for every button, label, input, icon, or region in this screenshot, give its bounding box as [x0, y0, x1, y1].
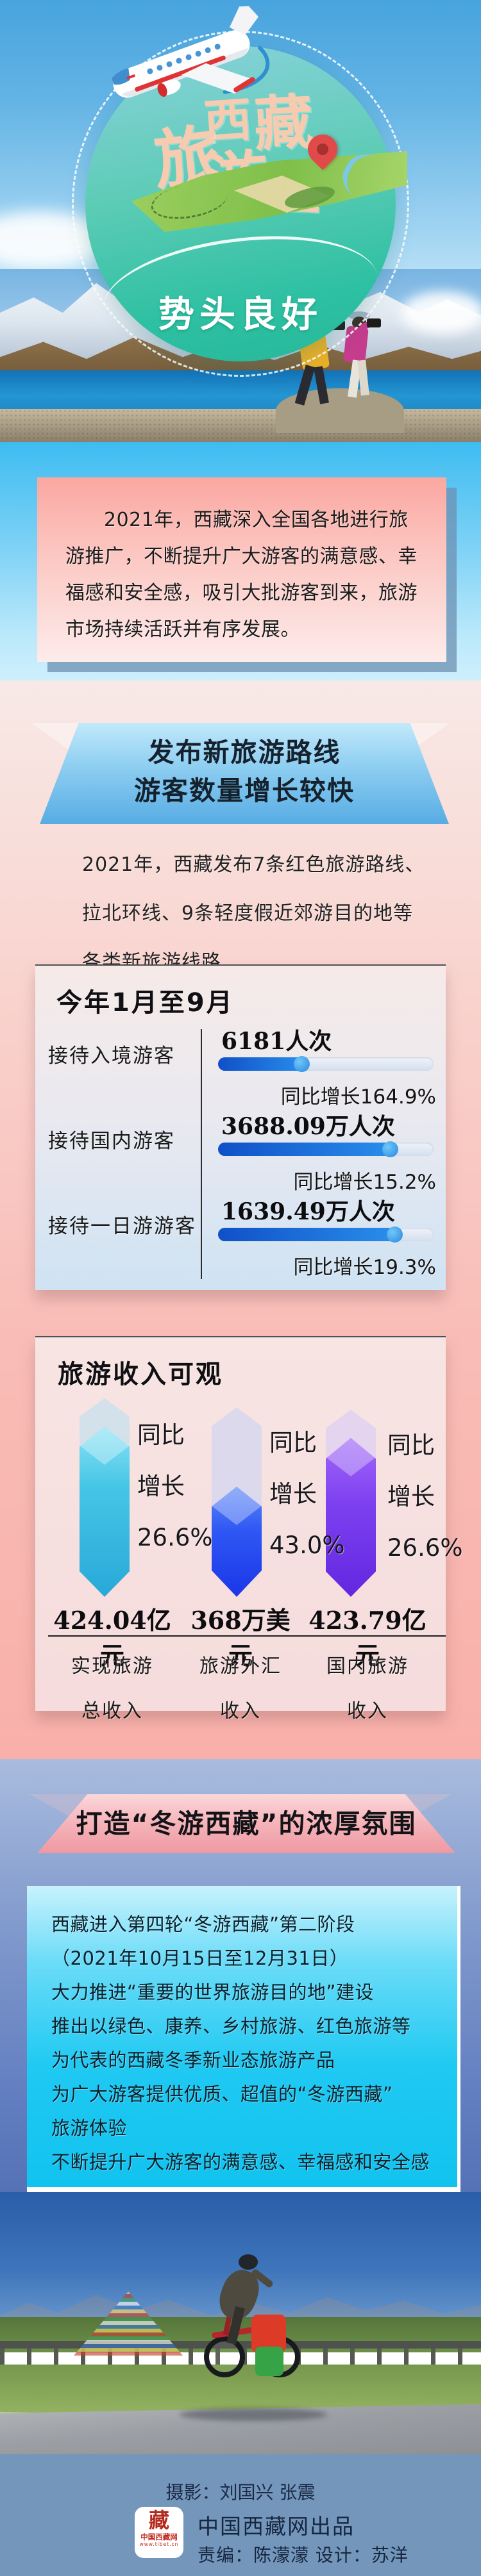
- revenue-bar-cyan: [80, 1426, 130, 1597]
- stats-divider: [201, 1029, 202, 1279]
- cloud-right: [401, 292, 481, 334]
- editor-credits: 责编：陈濛濛 设计：苏洋: [198, 2545, 409, 2566]
- revenue-label-line: 实现旅游: [71, 1655, 153, 1678]
- tibet-net-logo: 藏 中国西藏网 www.tibet.cn: [135, 2507, 183, 2558]
- stat-row-label: 接待国内游客: [48, 1130, 175, 1153]
- growth-line: 同比: [269, 1429, 317, 1457]
- gravel-shore: [0, 409, 481, 442]
- growth-line: 同比: [387, 1432, 435, 1459]
- photo2-road: [0, 2404, 481, 2454]
- growth-line: 增长: [137, 1473, 185, 1500]
- hero-subtitle: 势头良好: [158, 294, 323, 336]
- revenue-growth-block: 同比 增长 43.0%: [269, 1417, 372, 1571]
- logo-url: www.tibet.cn: [139, 2541, 179, 2547]
- revenue-label: 旅游外汇 收入: [186, 1644, 295, 1734]
- revenue-value: 424.04亿元: [53, 1606, 171, 1670]
- airplane-icon: [112, 3, 270, 98]
- stats-card-title: 今年1月至9月: [56, 988, 234, 1018]
- photo-credit: 摄影：刘国兴 张震: [165, 2482, 316, 2503]
- revenue-bar-blue: [212, 1487, 262, 1597]
- bicycle-wheel: [204, 2336, 245, 2377]
- progress-track: [218, 1056, 434, 1072]
- winter-line: 推出以绿色、康养、乡村旅游、红色旅游等: [51, 2015, 411, 2037]
- winter-line: （2021年10月15日至12月31日）: [51, 1947, 349, 1969]
- progress-track: [218, 1226, 434, 1243]
- intro-card: 2021年，西藏深入全国各地进行旅游推广，不断提升广大游客的满意感、幸福感和安全…: [37, 477, 446, 662]
- revenue-divider-line: [48, 1635, 446, 1637]
- winter-line: 西藏进入第四轮“冬游西藏”第二阶段: [51, 1913, 355, 1935]
- growth-percent: 26.6%: [137, 1524, 213, 1551]
- logo-name: 中国西藏网: [140, 2532, 178, 2541]
- revenue-value: 368万美元: [190, 1606, 291, 1670]
- revenue-label-line: 国内旅游: [326, 1655, 409, 1678]
- progress-fill: [218, 1226, 403, 1243]
- stat-row-label: 接待入境游客: [48, 1044, 175, 1068]
- revenue-label-line: 收入: [220, 1700, 261, 1722]
- revenue-label-line: 总收入: [81, 1700, 143, 1722]
- routes-section-banner: 发布新旅游路线 游客数量增长较快: [40, 723, 449, 824]
- routes-intro-line: 2021年，西藏发布7条红色旅游路线、: [82, 854, 425, 876]
- shore-mound: [276, 388, 404, 433]
- winter-banner-text: 打造“冬游西藏”的浓厚氛围: [76, 1808, 417, 1839]
- stat-row-growth: 同比增长15.2%: [293, 1171, 436, 1194]
- winter-card: 西藏进入第四轮“冬游西藏”第二阶段 （2021年10月15日至12月31日） 大…: [27, 1886, 460, 2192]
- intro-text: 2021年，西藏深入全国各地进行旅游推广，不断提升广大游客的满意感、幸福感和安全…: [65, 509, 418, 641]
- winter-line: 旅游体验: [51, 2117, 128, 2139]
- revenue-card-title: 旅游收入可观: [58, 1360, 223, 1389]
- revenue-label-line: 收入: [347, 1700, 388, 1722]
- revenue-growth-block: 同比 增长 26.6%: [387, 1420, 481, 1574]
- cyclist-shadow: [180, 2408, 327, 2421]
- revenue-value: 423.79亿元: [308, 1606, 426, 1670]
- stat-row-growth: 同比增长19.3%: [293, 1256, 436, 1279]
- growth-percent: 43.0%: [269, 1532, 345, 1559]
- photo2-grassland: [0, 2365, 481, 2413]
- routes-intro-line: 拉北环线、9条轻度假近郊游目的地等: [82, 902, 414, 925]
- stat-row-value: 3688.09万人次: [221, 1113, 395, 1140]
- growth-line: 同比: [137, 1421, 185, 1449]
- logo-glyph: 藏: [148, 2508, 169, 2532]
- revenue-label-line: 旅游外汇: [199, 1655, 282, 1678]
- progress-fill: [218, 1141, 398, 1157]
- green-pannier-bag: [255, 2347, 283, 2376]
- progress-track: [218, 1141, 434, 1157]
- camera-icon: [367, 318, 381, 327]
- stat-row-value: 1639.49万人次: [221, 1198, 395, 1225]
- stat-row-label: 接待一日游游客: [48, 1215, 196, 1238]
- winter-line: 为代表的西藏冬季新业态旅游产品: [51, 2049, 335, 2071]
- winter-line: 大力推进“重要的世界旅游目的地”建设: [51, 1981, 375, 2003]
- revenue-growth-block: 同比 增长 26.6%: [137, 1410, 240, 1564]
- footer: [0, 2454, 481, 2576]
- produced-by: 中国西藏网出品: [198, 2514, 355, 2539]
- growth-percent: 26.6%: [387, 1534, 463, 1562]
- growth-line: 增长: [269, 1480, 317, 1508]
- routes-banner-line1: 发布新旅游路线: [148, 737, 341, 768]
- revenue-label: 国内旅游 收入: [300, 1644, 435, 1734]
- revenue-bar-purple: [326, 1438, 376, 1597]
- cyclist-helmet: [239, 2254, 258, 2270]
- stat-row-value: 6181人次: [221, 1028, 332, 1055]
- growth-line: 增长: [387, 1483, 435, 1510]
- routes-banner-line2: 游客数量增长较快: [134, 775, 355, 806]
- stat-row-growth: 同比增长164.9%: [280, 1086, 436, 1109]
- winter-section-banner: 打造“冬游西藏”的浓厚氛围: [37, 1794, 455, 1853]
- progress-fill: [218, 1056, 310, 1072]
- winter-line: 为广大游客提供优质、超值的“冬游西藏”: [51, 2083, 393, 2105]
- revenue-label: 实现旅游 总收入: [45, 1644, 180, 1734]
- winter-line: 不断提升广大游客的满意感、幸福感和安全感: [51, 2151, 430, 2173]
